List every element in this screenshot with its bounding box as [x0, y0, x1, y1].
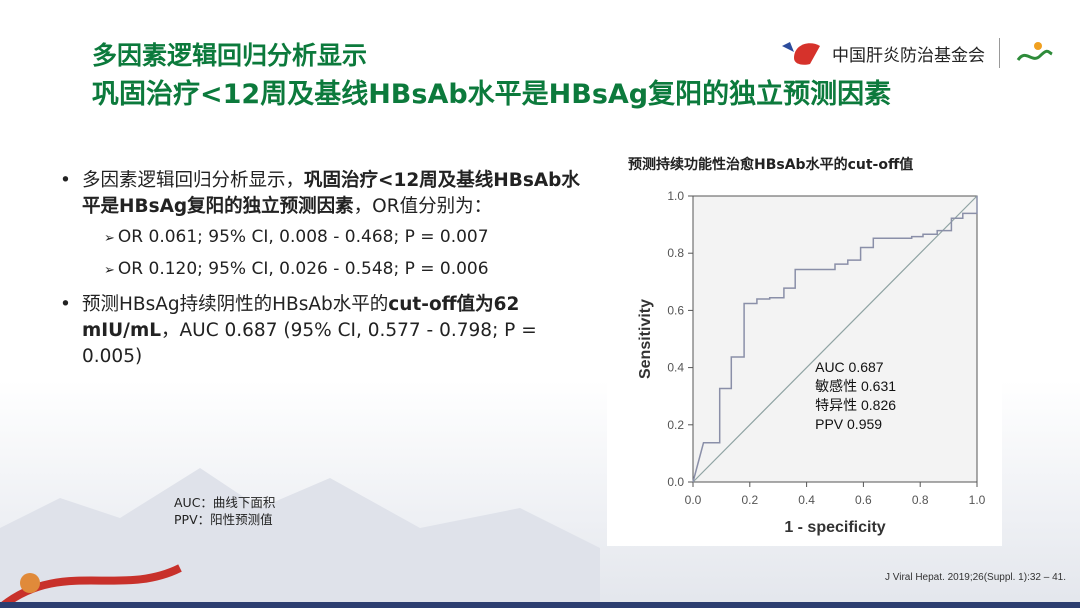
- reference-diagonal-line: [692, 195, 978, 483]
- y-tick-label: 0.4: [667, 361, 684, 375]
- bullet-item: 多因素逻辑回归分析显示，巩固治疗<12周及基线HBsAb水平是HBsAg复阳的独…: [58, 168, 598, 220]
- bullet-text: 多因素逻辑回归分析显示，: [82, 170, 305, 191]
- foundation-logo: 中国肝炎防治基金会: [780, 38, 1054, 68]
- y-tick-label: 0.0: [667, 475, 684, 489]
- sub-bullet-item: ➢ OR 0.061; 95% CI, 0.008 - 0.468; P = 0.…: [58, 224, 598, 252]
- hand-heart-logo-icon: [782, 42, 820, 65]
- foundation-name: 中国肝炎防治基金会: [832, 45, 985, 66]
- y-axis-label: Sensitivity: [637, 299, 654, 379]
- footer-bar: [0, 602, 1080, 608]
- secondary-logo-icon: [1016, 42, 1053, 61]
- roc-curve: [692, 196, 978, 483]
- sub-bullet-text: OR 0.120; 95% CI, 0.026 - 0.548; P = 0.0…: [117, 259, 489, 279]
- y-tick-label: 0.2: [667, 418, 684, 432]
- slide-title-line1: 多因素逻辑回归分析显示: [92, 41, 368, 70]
- chart-annotation: 特异性 0.826: [815, 397, 896, 413]
- note-auc: AUC：曲线下面积: [174, 495, 276, 510]
- bullet-item: 预测HBsAg持续阴性的HBsAb水平的cut-off值为62 mIU/mL，A…: [58, 292, 598, 370]
- abbreviation-notes: AUC：曲线下面积 PPV：阳性预测值: [174, 494, 275, 528]
- y-tick-label: 0.8: [667, 246, 684, 260]
- bullet-text: 预测HBsAg持续阴性的HBsAb水平的: [82, 294, 389, 315]
- bullet-list: 多因素逻辑回归分析显示，巩固治疗<12周及基线HBsAb水平是HBsAg复阳的独…: [58, 168, 598, 370]
- chart-annotation: AUC 0.687: [815, 359, 884, 375]
- slide-title-line2: 巩固治疗<12周及基线HBsAb水平是HBsAg复阳的独立预测因素: [92, 79, 892, 110]
- bullet-bold-text: 巩固治疗<12周及基线HBsAb水平是HBsAg复阳的独立预测因素: [82, 170, 580, 217]
- sub-bullet-text: OR 0.061; 95% CI, 0.008 - 0.468; P = 0.0…: [117, 227, 489, 247]
- arrow-bullet-icon: ➢: [104, 263, 115, 278]
- chart-annotation: PPV 0.959: [815, 416, 882, 432]
- sub-bullet-item: ➢ OR 0.120; 95% CI, 0.026 - 0.548; P = 0.…: [58, 256, 598, 284]
- x-tick-label: 0.2: [741, 493, 758, 507]
- x-tick-label: 1.0: [969, 493, 986, 507]
- x-axis-label: 1 - specificity: [784, 519, 885, 536]
- reference-citation: J Viral Hepat. 2019;26(Suppl. 1):32 – 41…: [884, 572, 1066, 583]
- bullet-text: ，AUC 0.687 (95% CI, 0.577 - 0.798; P = 0…: [82, 320, 537, 367]
- chart-annotation: 敏感性 0.631: [815, 378, 896, 394]
- logo-divider: [999, 38, 1000, 68]
- mountain-climber-illustration: [0, 468, 600, 608]
- bullet-bold-text: cut-off值为62 mIU/mL: [82, 294, 520, 341]
- chart-title: 预测持续功能性治愈HBsAb水平的cut-off值: [628, 157, 914, 173]
- note-ppv: PPV：阳性预测值: [174, 512, 273, 527]
- y-tick-label: 0.6: [667, 303, 684, 317]
- bullet-text: ，OR值分别为：: [353, 196, 493, 217]
- arrow-bullet-icon: ➢: [104, 231, 115, 246]
- x-tick-label: 0.8: [912, 493, 929, 507]
- x-tick-label: 0.0: [685, 493, 702, 507]
- x-tick-label: 0.6: [855, 493, 872, 507]
- x-tick-label: 0.4: [798, 493, 815, 507]
- y-tick-label: 1.0: [667, 189, 684, 203]
